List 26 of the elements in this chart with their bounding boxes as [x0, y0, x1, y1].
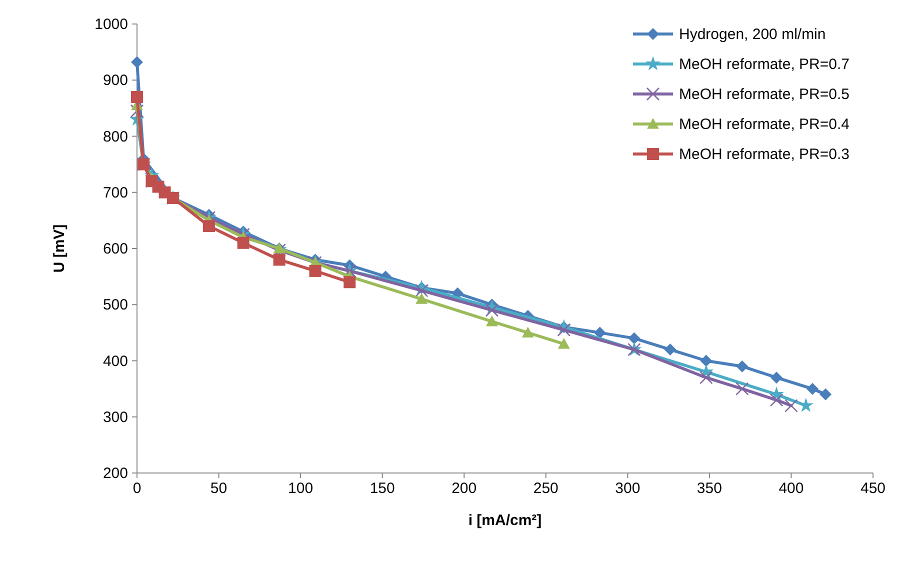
x-tick-label: 300 — [615, 480, 640, 497]
legend-label: MeOH reformate, PR=0.7 — [679, 56, 850, 73]
y-tick-label: 300 — [102, 408, 128, 426]
y-axis-title: U [mV] — [51, 224, 68, 273]
x-axis-title: i [mA/cm²] — [468, 512, 542, 529]
x-tick-label: 450 — [860, 480, 886, 497]
y-tick-label: 1000 — [94, 16, 128, 33]
x-tick-label: 100 — [288, 480, 314, 497]
x-tick-label: 400 — [778, 480, 804, 497]
legend-label: MeOH reformate, PR=0.4 — [679, 116, 850, 133]
legend-label: Hydrogen, 200 ml/min — [679, 26, 826, 43]
legend-label: MeOH reformate, PR=0.3 — [679, 146, 850, 163]
x-tick-label: 250 — [533, 480, 558, 497]
x-tick-label: 0 — [132, 480, 142, 497]
legend-label: MeOH reformate, PR=0.5 — [679, 86, 850, 103]
y-tick-label: 200 — [102, 465, 128, 482]
x-tick-label: 200 — [452, 480, 477, 497]
x-tick-label: 50 — [210, 480, 228, 497]
y-tick-label: 900 — [102, 72, 128, 90]
y-tick-label: 500 — [102, 296, 128, 314]
y-tick-label: 600 — [102, 240, 128, 258]
y-tick-label: 700 — [102, 184, 128, 202]
x-tick-label: 150 — [370, 480, 395, 497]
y-tick-label: 400 — [102, 352, 128, 370]
x-tick-label: 350 — [696, 480, 722, 497]
y-tick-label: 800 — [102, 128, 128, 146]
